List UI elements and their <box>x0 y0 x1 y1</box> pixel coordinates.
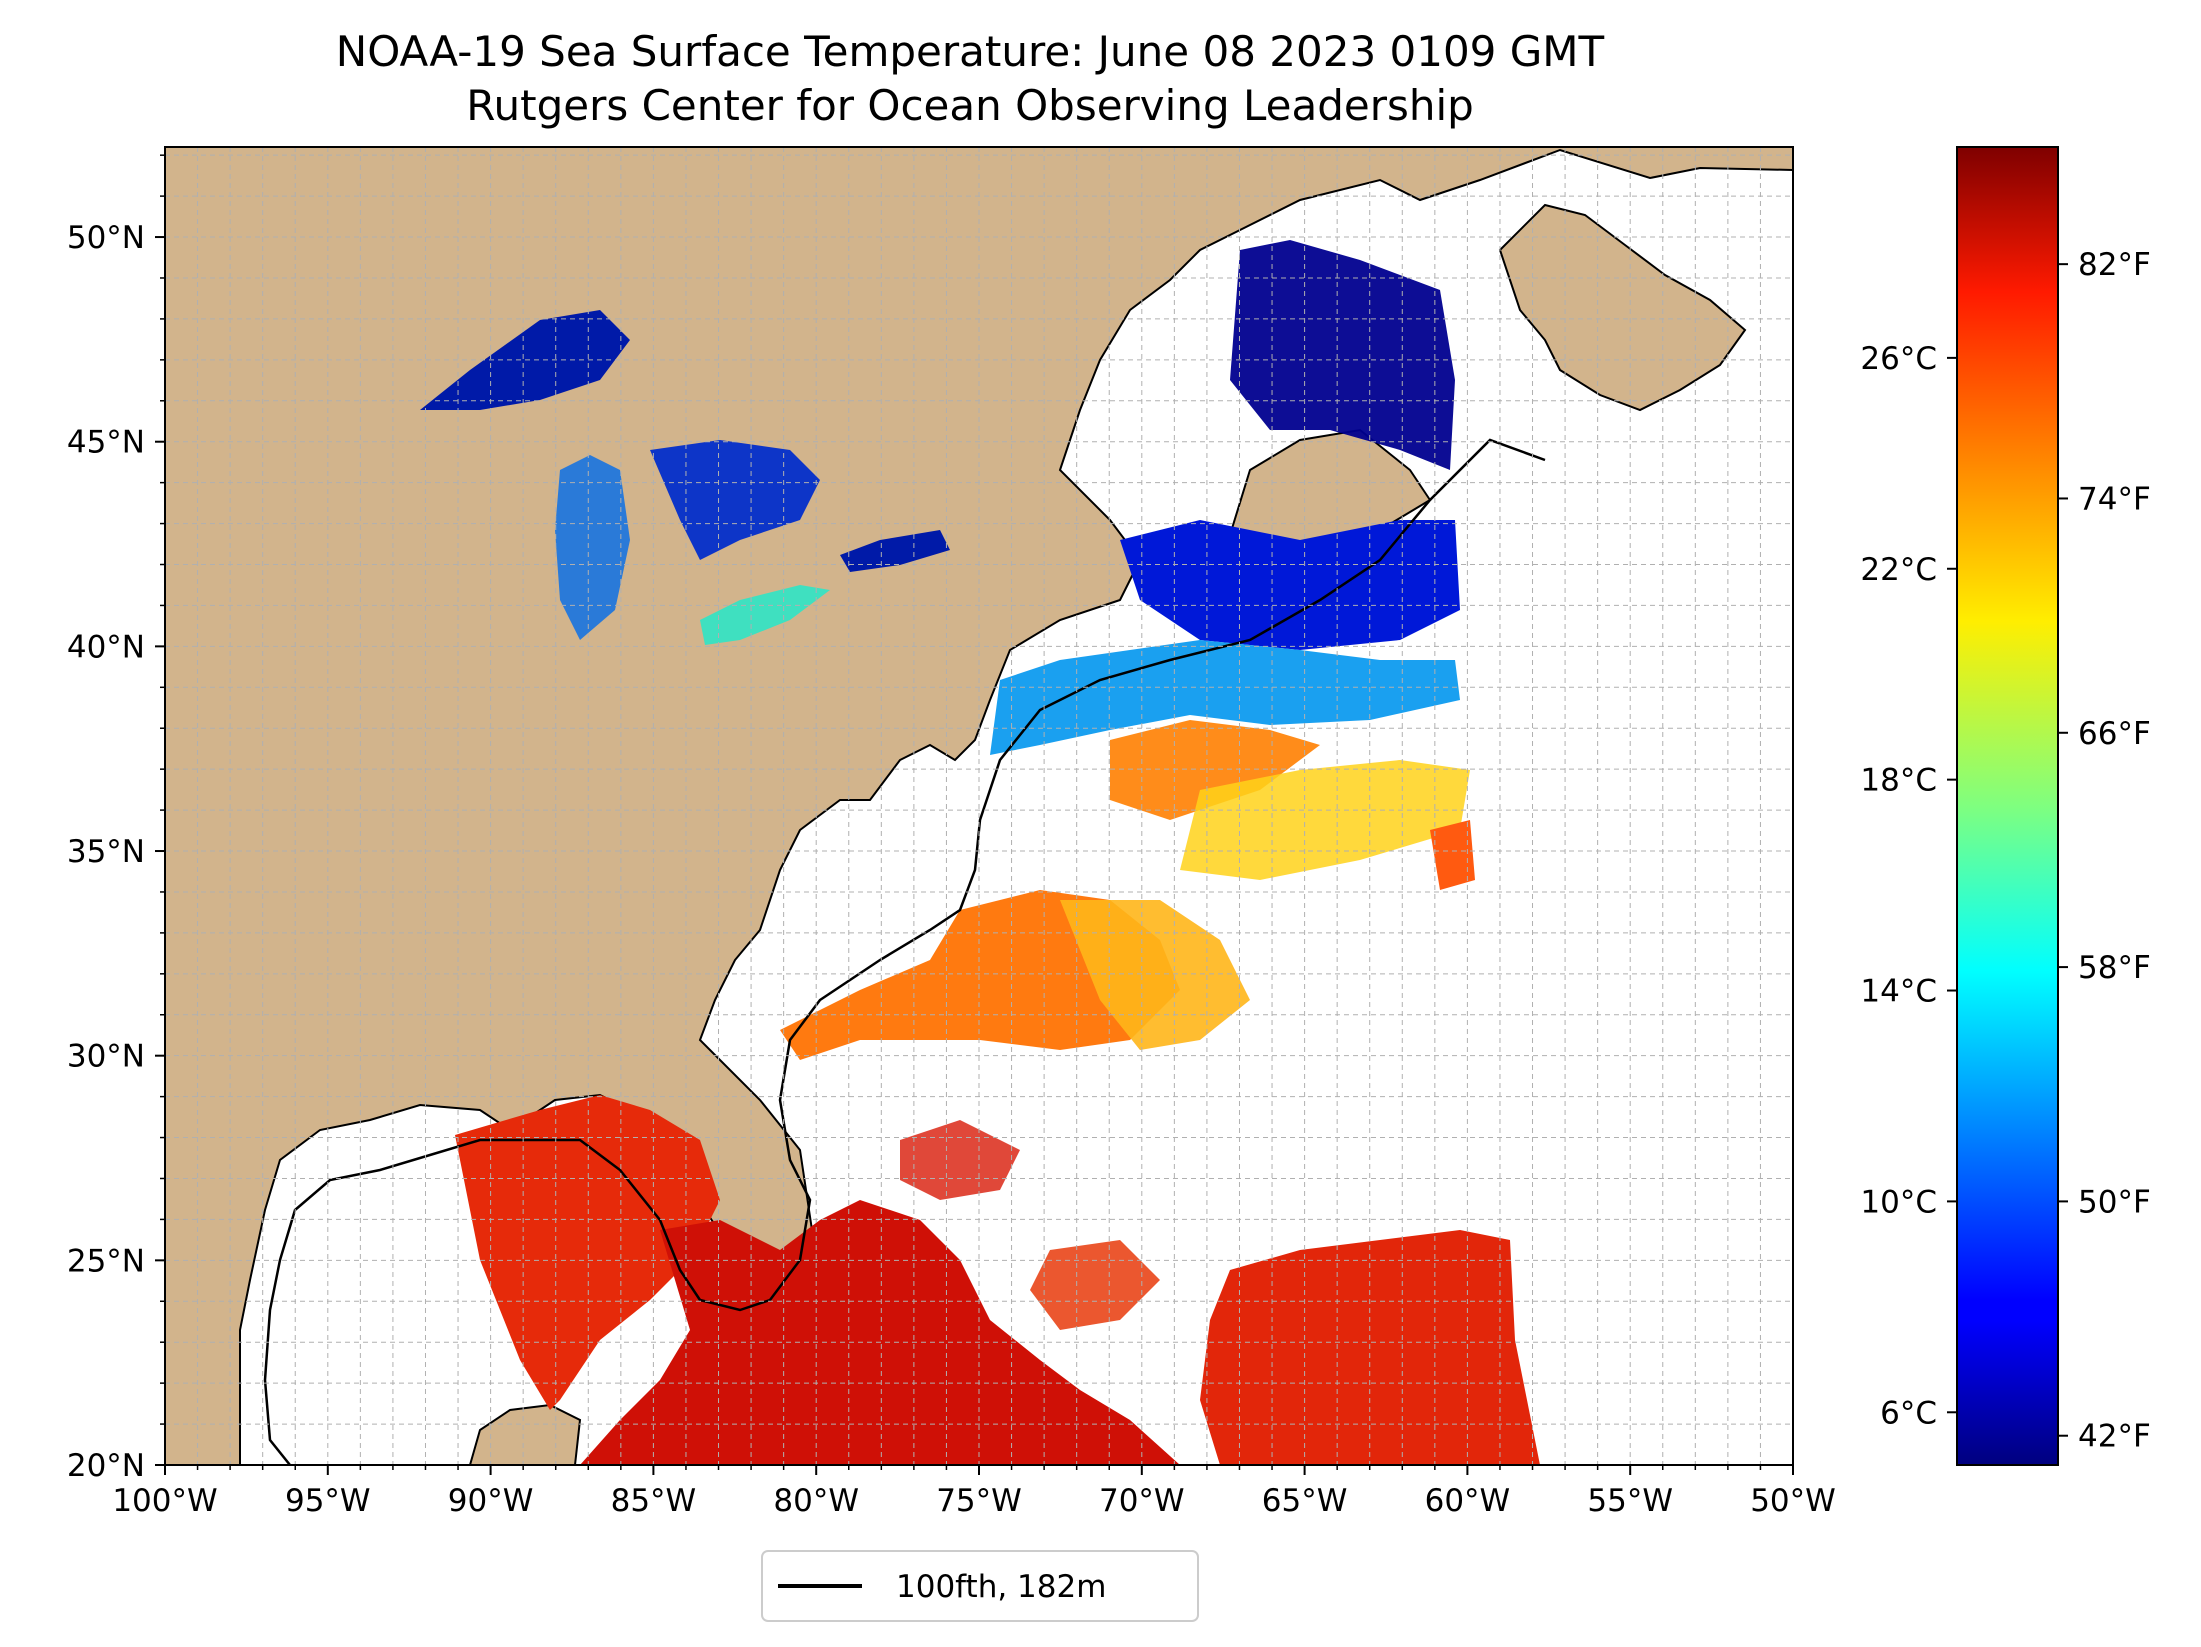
lon-tick-label: 80°W <box>773 1483 859 1519</box>
colorbar-fahrenheit-label: 74°F <box>2078 481 2151 517</box>
isobath-100fth <box>263 438 1546 1465</box>
colorbar-celsius-label: 26°C <box>1860 341 1937 377</box>
colorbar-fahrenheit-label: 66°F <box>2078 716 2151 752</box>
colorbar-celsius-label: 22°C <box>1860 552 1937 588</box>
lat-tick-label: 40°N <box>67 629 145 665</box>
latitude-ticks: 20°N 25°N 30°N 35°N 40°N 45°N 50°N <box>67 154 165 1484</box>
colorbar: 6°C 10°C 14°C 18°C 22°C 26°C 42°F 50°F 58°F 66°F… <box>1860 146 2151 1466</box>
colorbar-celsius-label: 10°C <box>1860 1184 1937 1220</box>
lat-tick-label: 30°N <box>67 1039 145 1075</box>
colorbar-gradient <box>1956 146 2059 1466</box>
lon-tick-label: 65°W <box>1262 1483 1348 1519</box>
lon-tick-label: 60°W <box>1425 1483 1511 1519</box>
colorbar-celsius-label: 14°C <box>1860 974 1937 1010</box>
longitude-ticks: 100°W 95°W 90°W 85°W 80°W 75°W 70°W 65°W 60°W 55°… <box>112 1465 1836 1519</box>
lat-tick-label: 35°N <box>67 834 145 870</box>
sst-data <box>455 240 1540 1465</box>
lon-tick-label: 55°W <box>1587 1483 1673 1519</box>
map-title: NOAA-19 Sea Surface Temperature: June 08… <box>336 27 1605 76</box>
lon-tick-label: 90°W <box>448 1483 534 1519</box>
lat-tick-label: 50°N <box>67 220 145 256</box>
colorbar-fahrenheit-label: 58°F <box>2078 950 2151 986</box>
colorbar-celsius-label: 6°C <box>1880 1395 1937 1431</box>
land-newfoundland <box>1498 203 1747 412</box>
legend-label-isobath: 100fth, 182m <box>896 1569 1106 1605</box>
lon-tick-label: 50°W <box>1750 1483 1836 1519</box>
lon-tick-label: 95°W <box>285 1483 371 1519</box>
lon-tick-label: 100°W <box>112 1483 217 1519</box>
lat-tick-label: 20°N <box>67 1448 145 1484</box>
map-area <box>165 147 1793 1465</box>
map-subtitle: Rutgers Center for Ocean Observing Leade… <box>466 81 1474 130</box>
lat-tick-label: 45°N <box>67 425 145 461</box>
colorbar-fahrenheit-ticks: 42°F 50°F 58°F 66°F 74°F 82°F <box>2058 247 2151 1455</box>
lon-tick-label: 75°W <box>936 1483 1022 1519</box>
colorbar-fahrenheit-label: 50°F <box>2078 1184 2151 1220</box>
legend: 100fth, 182m <box>761 1550 1199 1622</box>
colorbar-fahrenheit-label: 42°F <box>2078 1419 2151 1455</box>
lat-tick-label: 25°N <box>67 1243 145 1279</box>
lon-tick-label: 70°W <box>1099 1483 1185 1519</box>
colorbar-fahrenheit-label: 82°F <box>2078 247 2151 283</box>
legend-box <box>761 1550 1199 1622</box>
gridlines <box>165 147 1793 1465</box>
colorbar-celsius-label: 18°C <box>1860 763 1937 799</box>
lon-tick-label: 85°W <box>611 1483 697 1519</box>
colorbar-celsius-ticks: 6°C 10°C 14°C 18°C 22°C 26°C <box>1860 341 1957 1431</box>
